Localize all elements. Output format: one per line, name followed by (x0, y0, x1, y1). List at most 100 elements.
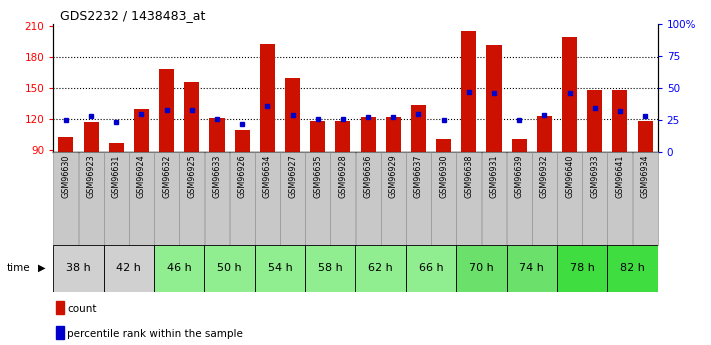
Bar (481, 152, 506, 245)
Bar (507, 152, 532, 245)
Text: 42 h: 42 h (117, 263, 141, 273)
Bar (205, 245, 255, 292)
Text: 82 h: 82 h (620, 263, 645, 273)
Bar (56, 326, 64, 339)
Text: 58 h: 58 h (318, 263, 343, 273)
Bar (159, 69, 174, 152)
Text: GSM96636: GSM96636 (363, 155, 373, 198)
Text: GSM96640: GSM96640 (565, 155, 574, 198)
Bar (381, 152, 406, 245)
Bar (607, 152, 632, 245)
Bar (154, 245, 205, 292)
Text: GSM96633: GSM96633 (213, 155, 222, 198)
Bar (456, 152, 481, 245)
Text: 78 h: 78 h (570, 263, 594, 273)
Text: GSM96637: GSM96637 (414, 155, 423, 198)
Bar (582, 152, 607, 245)
Text: 62 h: 62 h (368, 263, 393, 273)
Text: GSM96923: GSM96923 (87, 155, 95, 198)
Bar (638, 121, 653, 152)
Text: GSM96641: GSM96641 (616, 155, 624, 198)
Bar (53, 245, 104, 292)
Bar (84, 122, 99, 152)
Bar (461, 31, 476, 152)
Bar (406, 245, 456, 292)
Text: GSM96926: GSM96926 (237, 155, 247, 198)
Text: count: count (67, 304, 97, 314)
Bar (305, 245, 356, 292)
Text: 66 h: 66 h (419, 263, 444, 273)
Text: time: time (7, 263, 31, 273)
Bar (104, 245, 154, 292)
Bar (562, 37, 577, 152)
Bar (305, 152, 330, 245)
Text: GSM96927: GSM96927 (288, 155, 297, 198)
Text: 70 h: 70 h (469, 263, 493, 273)
Bar (411, 106, 426, 152)
Text: GDS2232 / 1438483_at: GDS2232 / 1438483_at (60, 9, 205, 22)
Text: GSM96931: GSM96931 (489, 155, 498, 198)
Bar (285, 78, 300, 152)
Bar (179, 152, 204, 245)
Bar (184, 82, 199, 152)
Text: GSM96639: GSM96639 (515, 155, 524, 198)
Bar (129, 152, 154, 245)
Bar (612, 90, 627, 152)
Text: 74 h: 74 h (519, 263, 544, 273)
Text: ▶: ▶ (38, 263, 46, 273)
Bar (255, 245, 305, 292)
Bar (431, 152, 456, 245)
Bar (331, 152, 356, 245)
Bar (557, 245, 607, 292)
Bar (56, 302, 64, 314)
Text: percentile rank within the sample: percentile rank within the sample (67, 329, 242, 339)
Bar (336, 121, 351, 152)
Bar (506, 245, 557, 292)
Bar (360, 117, 375, 152)
Text: 38 h: 38 h (66, 263, 91, 273)
Text: GSM96925: GSM96925 (187, 155, 196, 198)
Bar (104, 152, 129, 245)
Text: GSM96932: GSM96932 (540, 155, 549, 198)
Text: GSM96634: GSM96634 (263, 155, 272, 198)
Bar (53, 152, 78, 245)
Bar (109, 142, 124, 152)
Bar (436, 139, 451, 152)
Bar (205, 152, 230, 245)
Bar (512, 139, 527, 152)
Bar (406, 152, 431, 245)
Bar (537, 116, 552, 152)
Text: GSM96933: GSM96933 (590, 155, 599, 198)
Bar (557, 152, 582, 245)
Bar (134, 109, 149, 152)
Bar (633, 152, 658, 245)
Text: 46 h: 46 h (167, 263, 191, 273)
Text: GSM96632: GSM96632 (162, 155, 171, 198)
Text: GSM96630: GSM96630 (61, 155, 70, 198)
Bar (385, 117, 401, 152)
Bar (356, 245, 406, 292)
Text: GSM96934: GSM96934 (641, 155, 650, 198)
Bar (607, 245, 658, 292)
Bar (235, 130, 250, 152)
Bar (230, 152, 255, 245)
Text: GSM96930: GSM96930 (439, 155, 448, 198)
Text: 54 h: 54 h (267, 263, 292, 273)
Text: GSM96631: GSM96631 (112, 155, 121, 198)
Bar (154, 152, 179, 245)
Bar (58, 137, 73, 152)
Bar (486, 45, 501, 152)
Text: 50 h: 50 h (218, 263, 242, 273)
Bar (79, 152, 104, 245)
Bar (255, 152, 280, 245)
Bar (587, 90, 602, 152)
Bar (310, 121, 325, 152)
Text: GSM96929: GSM96929 (389, 155, 397, 198)
Bar (280, 152, 305, 245)
Bar (260, 44, 275, 152)
Bar (210, 118, 225, 152)
Text: GSM96638: GSM96638 (464, 155, 474, 198)
Bar (532, 152, 557, 245)
Bar (456, 245, 506, 292)
Bar (356, 152, 380, 245)
